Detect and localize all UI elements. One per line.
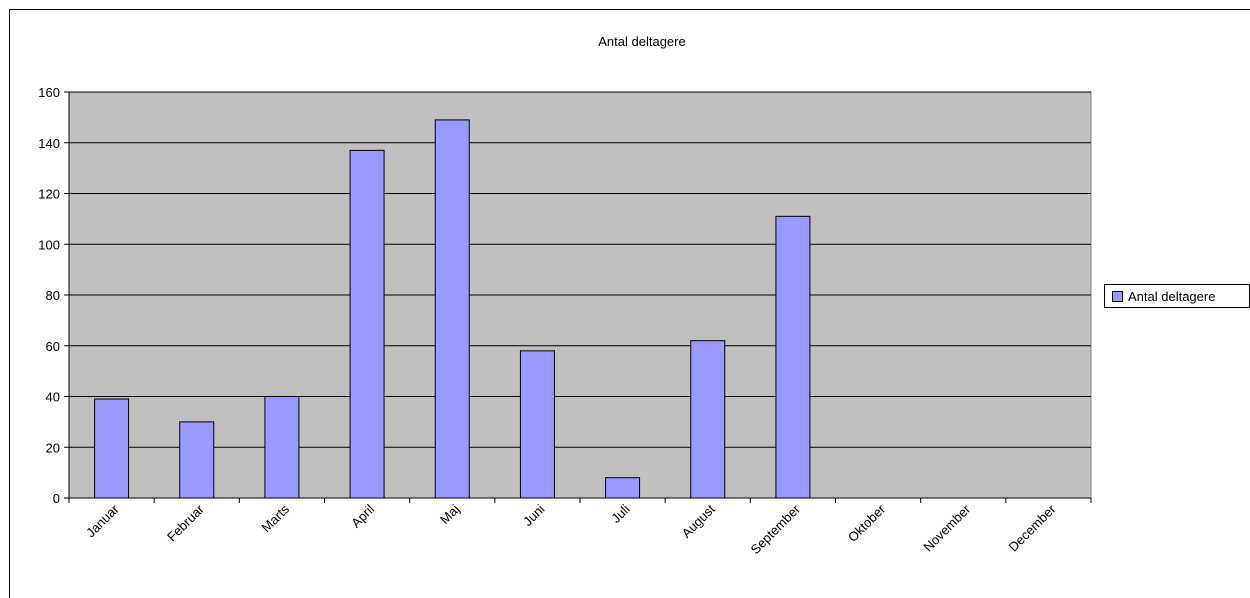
x-tick-label: April xyxy=(348,501,377,530)
bar-august xyxy=(690,340,726,499)
x-tick-label: Maj xyxy=(437,501,462,526)
y-tick-label: 100 xyxy=(38,237,60,252)
bar-februar xyxy=(179,421,215,499)
x-tick-label: August xyxy=(679,501,718,540)
legend-label: Antal deltagere xyxy=(1128,288,1216,304)
chart-title: Antal deltagere xyxy=(598,34,685,49)
y-tick-label: 20 xyxy=(46,440,60,455)
y-tick-label: 0 xyxy=(53,491,60,506)
bar-januar xyxy=(94,398,130,499)
x-tick-label: Januar xyxy=(83,501,122,540)
bar-juli xyxy=(605,477,641,499)
x-tick-label: September xyxy=(747,501,803,557)
y-tick-label: 140 xyxy=(38,136,60,151)
y-tick-label: 160 xyxy=(38,85,60,100)
x-tick-label: December xyxy=(1006,501,1059,554)
chart-frame xyxy=(9,9,1250,598)
bar-maj xyxy=(434,119,470,499)
bar-marts xyxy=(264,396,300,499)
legend: Antal deltagere xyxy=(1104,284,1250,308)
y-tick-label: 120 xyxy=(38,187,60,202)
x-tick-label: November xyxy=(920,501,973,554)
x-tick-label: Marts xyxy=(258,501,292,535)
legend-swatch xyxy=(1112,290,1123,302)
x-tick-label: Juli xyxy=(608,501,632,525)
y-tick-label: 60 xyxy=(46,339,60,354)
bar-april xyxy=(349,149,385,499)
bar-juni xyxy=(519,350,555,499)
y-tick-label: 40 xyxy=(46,390,60,405)
y-tick-label: 80 xyxy=(46,288,60,303)
x-tick-label: Februar xyxy=(164,501,207,544)
x-tick-label: Oktober xyxy=(845,501,889,545)
x-tick-label: Juni xyxy=(520,501,548,529)
bar-september xyxy=(775,215,811,499)
